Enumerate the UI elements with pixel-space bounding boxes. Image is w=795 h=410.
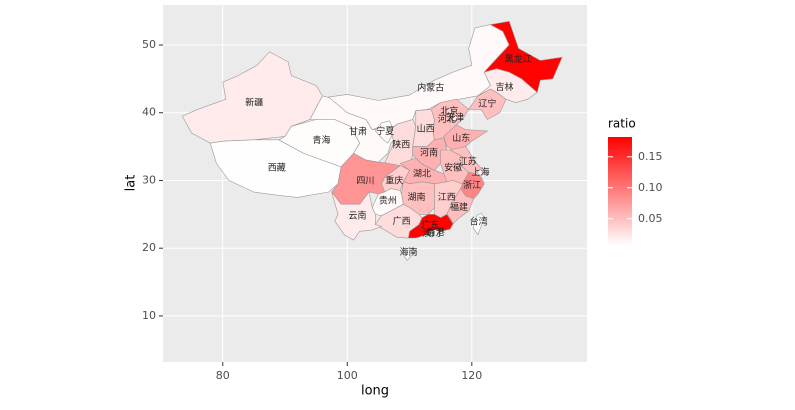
region-label: 吉林 (495, 81, 513, 93)
region-label: 湖南 (408, 191, 426, 203)
region (401, 247, 417, 261)
region (371, 188, 404, 217)
region (472, 212, 485, 236)
region-label: 海南 (399, 246, 417, 258)
region-label: 上海 (472, 166, 490, 178)
colorbar-label: 0.05 (638, 212, 663, 225)
region-label: 河南 (420, 147, 438, 159)
region (483, 20, 563, 93)
region-label: 浙江 (463, 179, 481, 191)
region-label: 河北 (438, 113, 456, 125)
region-label: 香港 (427, 226, 445, 238)
region-label: 安徽 (444, 161, 462, 173)
region (331, 191, 383, 241)
region-label: 陕西 (392, 138, 410, 150)
region (446, 188, 475, 225)
region-label: 贵州 (379, 195, 397, 207)
colorbar-label: 0.15 (638, 150, 663, 163)
region-label: 辽宁 (478, 98, 496, 110)
region-label: 宁夏 (376, 125, 394, 137)
region-label: 澳门 (423, 227, 441, 239)
region-label: 新疆 (245, 97, 263, 109)
region (477, 169, 484, 176)
region-label: 广东 (422, 219, 440, 231)
region-label: 重庆 (385, 175, 403, 187)
legend-title: ratio (608, 117, 636, 131)
y-tick-label: 20 (142, 241, 156, 254)
region-label: 云南 (348, 210, 366, 222)
x-tick-label: 100 (337, 369, 358, 382)
region-label: 湖北 (413, 168, 431, 179)
region (428, 230, 435, 237)
region-label: 西藏 (268, 161, 286, 173)
region-label: 青海 (313, 134, 331, 146)
region-label: 江西 (438, 192, 456, 203)
region (446, 108, 453, 115)
y-tick-label: 40 (142, 106, 156, 119)
region-label: 北京 (440, 105, 458, 117)
region-label: 甘肃 (349, 125, 367, 137)
colorbar (608, 137, 632, 246)
colorbar-label: 0.10 (638, 181, 663, 194)
y-tick-label: 50 (142, 38, 156, 51)
region-label: 福建 (450, 201, 468, 213)
y-tick-label: 10 (142, 309, 156, 322)
y-axis-title: lat (124, 175, 139, 192)
region-label: 四川 (356, 177, 374, 187)
x-tick-label: 120 (461, 369, 482, 382)
region-label: 天津 (446, 113, 464, 124)
x-axis-title: long (361, 384, 389, 399)
region-label: 黑龙江 (505, 53, 532, 65)
region-label: 台湾 (470, 215, 488, 227)
region-label: 内蒙古 (417, 82, 444, 94)
region (451, 114, 459, 122)
region (443, 124, 489, 151)
x-tick-label: 80 (216, 369, 230, 382)
y-tick-label: 30 (142, 173, 156, 186)
region-label: 山西 (417, 123, 435, 134)
region (374, 120, 395, 144)
region-label: 山东 (452, 132, 470, 144)
region-label: 江苏 (459, 156, 477, 168)
region-label: 广西 (393, 215, 411, 227)
